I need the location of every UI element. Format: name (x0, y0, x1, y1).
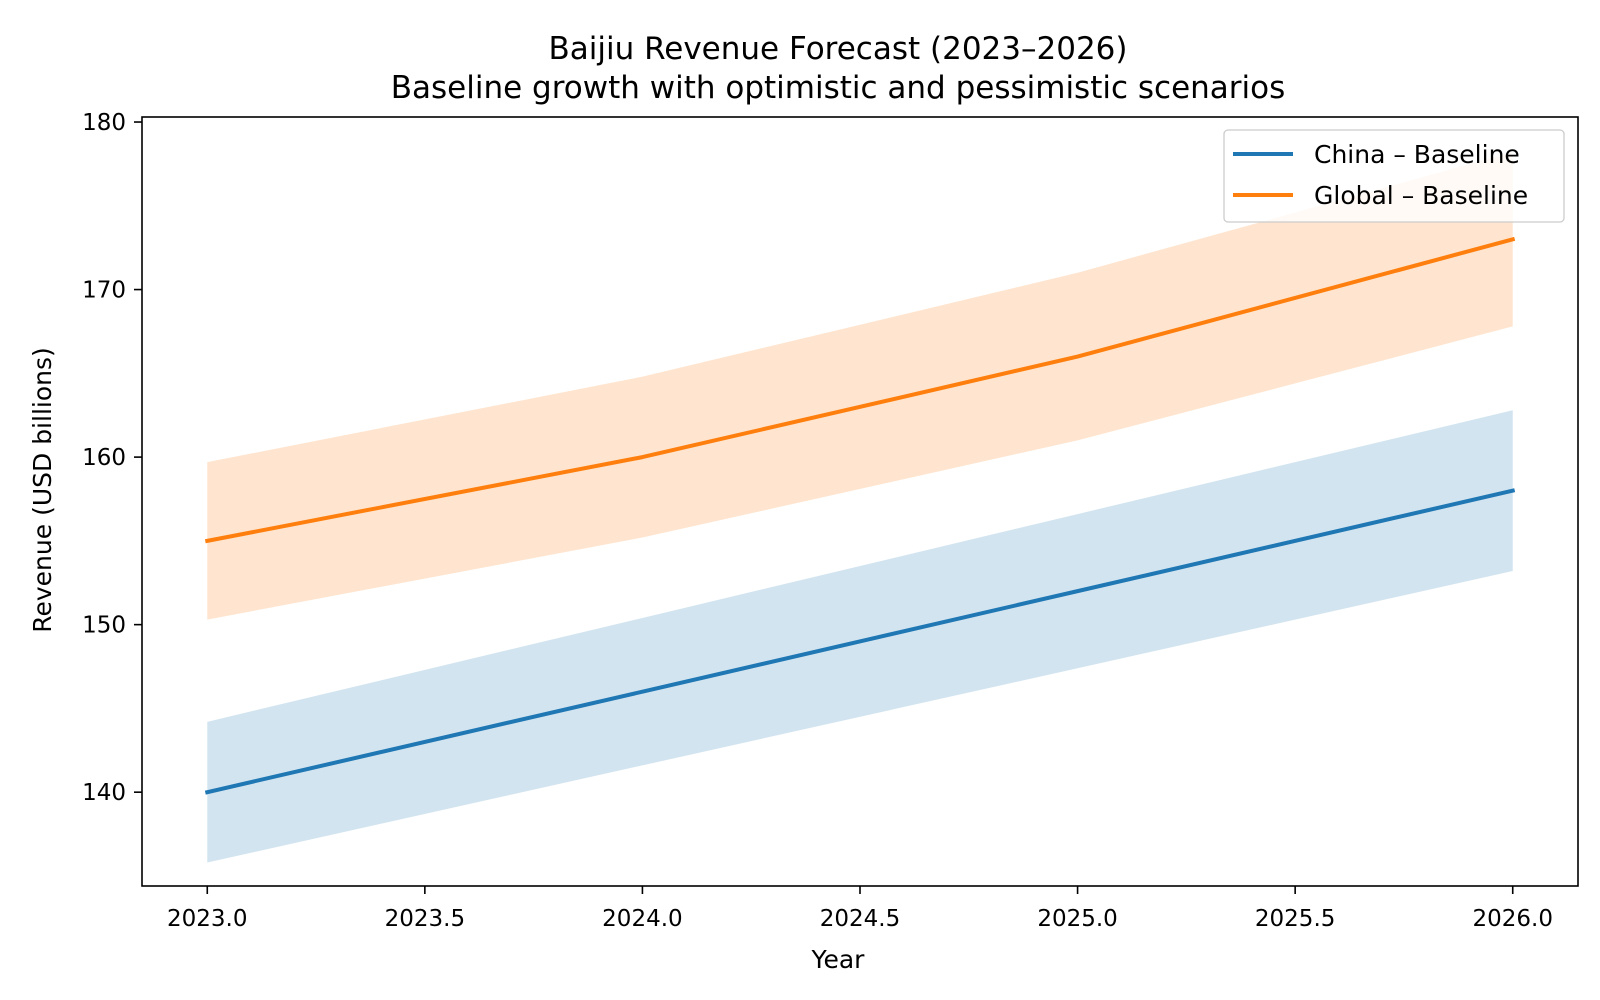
x-tick-label: 2024.0 (602, 906, 682, 932)
legend: China – Baseline Global – Baseline (1223, 129, 1565, 223)
y-tick-label: 180 (82, 110, 126, 136)
x-axis-label: Year (811, 945, 866, 974)
legend-box (1223, 129, 1565, 223)
y-tick-label: 150 (82, 613, 126, 639)
y-tick-label: 160 (82, 445, 126, 471)
x-tick-label: 2023.5 (385, 906, 465, 932)
y-tick-label: 140 (82, 780, 126, 806)
legend-label-global-baseline: Global – Baseline (1314, 181, 1528, 210)
x-tick-label: 2025.5 (1255, 906, 1335, 932)
x-tick-label: 2025.0 (1037, 906, 1117, 932)
chart-subtitle: Baseline growth with optimistic and pess… (391, 70, 1286, 106)
y-axis-ticks: 140 150 160 170 180 (82, 110, 142, 806)
band-china-baseline (207, 410, 1513, 863)
legend-label-china-baseline: China – Baseline (1314, 140, 1520, 169)
x-tick-label: 2023.0 (167, 906, 247, 932)
confidence-bands (207, 152, 1513, 863)
y-tick-label: 170 (82, 278, 126, 304)
x-tick-label: 2026.0 (1472, 906, 1552, 932)
line-china-baseline (204, 488, 1516, 795)
x-tick-label: 2024.5 (820, 906, 900, 932)
line-global-baseline (204, 236, 1516, 544)
series-lines (204, 236, 1516, 795)
y-axis-label: Revenue (USD billions) (28, 347, 57, 633)
x-axis-ticks: 2023.0 2023.5 2024.0 2024.5 2025.0 2025.5 2026… (167, 886, 1553, 932)
chart-title: Baijiu Revenue Forecast (2023–2026) (549, 31, 1128, 67)
band-global-baseline (207, 152, 1513, 620)
